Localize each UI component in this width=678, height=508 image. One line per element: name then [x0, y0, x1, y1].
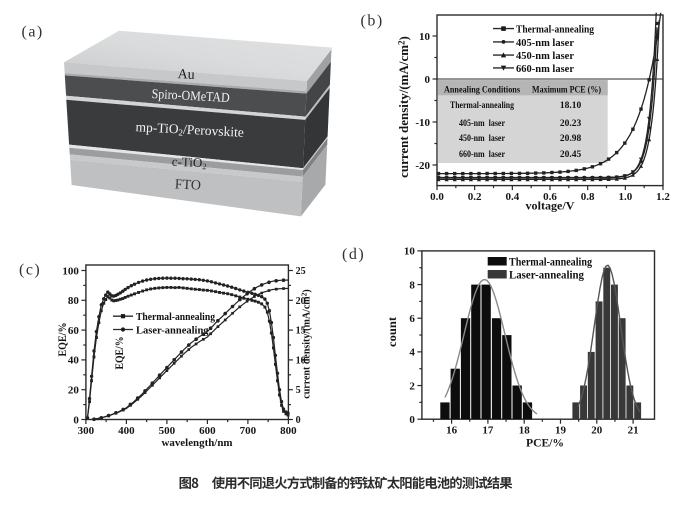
svg-text:80: 80	[68, 295, 80, 307]
svg-text:20.45: 20.45	[560, 150, 582, 160]
svg-text:16: 16	[446, 425, 458, 437]
svg-text:Spiro-OMeTAD: Spiro-OMeTAD	[151, 86, 230, 105]
svg-text:mp-TiO2/Perovskite: mp-TiO2/Perovskite	[135, 119, 244, 141]
svg-text:current density/(mA/cm2): current density/(mA/cm2)	[396, 36, 411, 178]
svg-text:405-nm laser: 405-nm laser	[459, 119, 506, 129]
svg-text:6: 6	[409, 313, 415, 325]
svg-text:EQE/%: EQE/%	[55, 323, 69, 357]
svg-text:c-TiO2: c-TiO2	[171, 154, 207, 172]
svg-text:Thermal-annealing: Thermal-annealing	[136, 312, 216, 323]
svg-text:1.0: 1.0	[618, 191, 632, 203]
svg-text:2: 2	[409, 380, 415, 392]
svg-text:100: 100	[62, 265, 79, 277]
svg-text:800: 800	[280, 425, 297, 437]
svg-text:405-nm laser: 405-nm laser	[516, 37, 574, 49]
svg-text:0.6: 0.6	[543, 191, 557, 203]
svg-text:voltage/V: voltage/V	[526, 200, 576, 212]
svg-text:15: 15	[296, 326, 306, 337]
svg-text:25: 25	[296, 266, 306, 277]
svg-text:0: 0	[409, 414, 415, 426]
svg-text:0: 0	[73, 414, 79, 426]
svg-text:18: 18	[519, 425, 531, 437]
svg-text:Au: Au	[177, 67, 195, 83]
svg-text:700: 700	[240, 425, 257, 437]
svg-text:0.4: 0.4	[505, 191, 519, 203]
svg-text:18.10: 18.10	[560, 101, 582, 111]
svg-text:-20: -20	[415, 160, 430, 172]
svg-text:FTO: FTO	[174, 177, 201, 193]
svg-text:wavelength/nm: wavelength/nm	[162, 437, 233, 449]
svg-text:400: 400	[118, 425, 135, 437]
svg-text:(c): (c)	[19, 262, 41, 279]
svg-text:450-nm laser: 450-nm laser	[459, 134, 506, 144]
svg-text:Thermal-annealing: Thermal-annealing	[450, 101, 514, 111]
svg-text:10: 10	[296, 355, 306, 366]
svg-text:0: 0	[425, 74, 431, 86]
svg-text:0.0: 0.0	[430, 191, 444, 203]
svg-text:19: 19	[555, 425, 567, 437]
svg-text:4: 4	[409, 347, 415, 359]
svg-text:20: 20	[68, 385, 80, 397]
svg-text:660-nm laser: 660-nm laser	[459, 150, 506, 160]
svg-text:current density/(mA/cm2): current density/(mA/cm2)	[300, 289, 313, 398]
svg-text:40: 40	[68, 355, 80, 367]
svg-text:Thermal-annealing: Thermal-annealing	[516, 24, 594, 36]
svg-text:10: 10	[404, 246, 416, 258]
svg-text:20: 20	[296, 296, 306, 307]
svg-text:PCE/%: PCE/%	[526, 438, 564, 450]
svg-text:660-nm laser: 660-nm laser	[516, 63, 574, 75]
svg-text:(b): (b)	[361, 13, 384, 30]
svg-text:(d): (d)	[342, 246, 365, 263]
svg-text:(a): (a)	[22, 24, 44, 41]
svg-text:600: 600	[199, 425, 216, 437]
svg-text:-10: -10	[415, 117, 430, 129]
svg-text:20.23: 20.23	[560, 119, 582, 129]
svg-text:500: 500	[159, 425, 176, 437]
svg-text:0.8: 0.8	[581, 191, 595, 203]
svg-text:Maximum PCE (%): Maximum PCE (%)	[532, 84, 601, 95]
svg-text:EQE/%: EQE/%	[112, 337, 126, 370]
svg-text:60: 60	[68, 325, 80, 337]
svg-text:20.98: 20.98	[560, 134, 582, 144]
svg-text:21: 21	[628, 425, 639, 437]
svg-text:Laser-annealing: Laser-annealing	[136, 325, 209, 336]
svg-text:Thermal-annealing: Thermal-annealing	[509, 256, 592, 268]
svg-text:0.2: 0.2	[468, 191, 482, 203]
svg-text:300: 300	[78, 425, 95, 437]
svg-text:1.2: 1.2	[656, 191, 670, 203]
svg-text:0: 0	[296, 415, 301, 426]
svg-text:count: count	[385, 317, 399, 347]
svg-text:Laser-annealing: Laser-annealing	[509, 269, 584, 281]
svg-text:450-nm laser: 450-nm laser	[516, 50, 574, 62]
svg-text:20: 20	[591, 425, 603, 437]
svg-text:17: 17	[482, 425, 494, 437]
svg-text:Annealing Conditions: Annealing Conditions	[444, 85, 520, 95]
svg-text:8: 8	[409, 279, 415, 291]
svg-text:5: 5	[296, 385, 301, 396]
svg-text:10: 10	[419, 31, 431, 43]
